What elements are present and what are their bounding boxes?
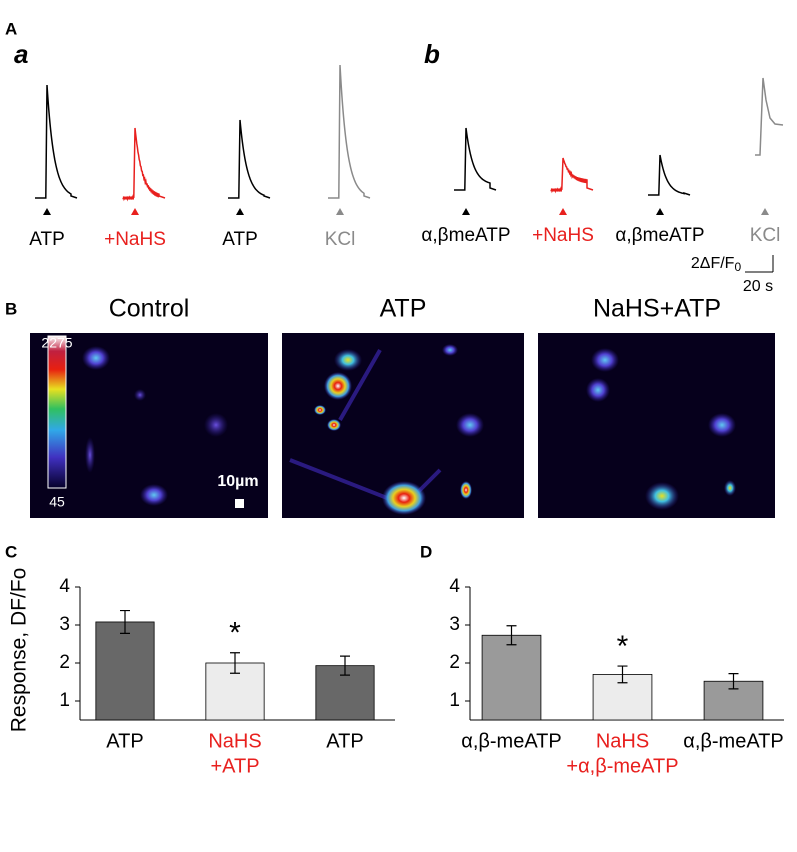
error-bar bbox=[340, 655, 350, 676]
subpanel-label: a bbox=[14, 39, 28, 69]
traces: ATP +NaHS ATP KCl α,βmeATP +NaHS α,βmeATP KCl bbox=[29, 64, 784, 250]
scale-label: 10µm bbox=[217, 473, 258, 490]
trace bbox=[122, 127, 166, 202]
bar bbox=[592, 674, 653, 721]
scale-label: 20 s bbox=[743, 278, 773, 295]
bar bbox=[95, 621, 155, 721]
trace bbox=[755, 77, 784, 156]
error-bar bbox=[120, 609, 130, 634]
error-bar bbox=[506, 625, 517, 646]
trace bbox=[328, 64, 371, 199]
scale-bar bbox=[235, 499, 244, 508]
stimulus-marker bbox=[559, 208, 567, 215]
stimulus-marker bbox=[761, 208, 769, 215]
trace-label: ATP bbox=[222, 229, 258, 250]
charts: C Response, DF/Fo 1 2 3 4 ATP * NaHS +ATP ATP D 1 2 3 4… bbox=[5, 542, 784, 777]
stimulus-marker bbox=[131, 208, 139, 215]
trace-label: KCl bbox=[750, 225, 781, 246]
y-tick-label: 3 bbox=[59, 614, 70, 635]
x-tick-label: α,β-meATP bbox=[683, 730, 783, 752]
x-tick-label: +ATP bbox=[210, 755, 259, 777]
trace-label: α,βmeATP bbox=[615, 225, 704, 246]
image-title: ATP bbox=[380, 295, 427, 323]
image-control bbox=[30, 333, 268, 518]
bar bbox=[481, 634, 542, 721]
colorbar-tick: 2275 bbox=[41, 335, 72, 351]
subpanel-label: b bbox=[424, 39, 440, 69]
y-tick-label: 1 bbox=[59, 690, 70, 711]
stimulus-marker bbox=[236, 208, 244, 215]
image-nahs-atp bbox=[538, 333, 775, 518]
trace bbox=[228, 119, 271, 199]
stimulus-marker bbox=[336, 208, 344, 215]
trace-label: KCl bbox=[325, 229, 356, 250]
colorbar-tick: 45 bbox=[49, 494, 65, 510]
image-atp bbox=[282, 333, 524, 518]
colorbar bbox=[47, 335, 67, 489]
y-tick-label: 4 bbox=[449, 576, 460, 597]
x-tick-label: NaHS bbox=[208, 730, 261, 752]
error-bar bbox=[617, 665, 628, 684]
y-tick-label: 3 bbox=[449, 614, 460, 635]
trace bbox=[648, 154, 691, 196]
panel-label: A bbox=[5, 19, 17, 38]
significance-marker: * bbox=[617, 630, 629, 663]
x-tick-label: α,β-meATP bbox=[461, 730, 561, 752]
scale-label: 2ΔF/F bbox=[691, 255, 735, 272]
trace-label: ATP bbox=[29, 229, 65, 250]
trace-label: α,βmeATP bbox=[421, 225, 510, 246]
trace bbox=[35, 84, 78, 199]
y-tick-label: 2 bbox=[59, 652, 70, 673]
x-tick-label: NaHS bbox=[596, 730, 649, 752]
image-title: NaHS+ATP bbox=[593, 295, 721, 323]
y-tick-label: 4 bbox=[59, 576, 70, 597]
image-title: Control bbox=[109, 295, 190, 323]
stimulus-marker bbox=[462, 208, 470, 215]
stimulus-marker bbox=[43, 208, 51, 215]
x-tick-label: ATP bbox=[326, 730, 363, 752]
panel-label: B bbox=[5, 299, 17, 318]
scale-label: 2ΔF/F0 bbox=[691, 255, 742, 274]
panel-label: D bbox=[420, 542, 432, 561]
y-tick-label: 1 bbox=[449, 690, 460, 711]
scale-label: 0 bbox=[734, 260, 741, 274]
trace-label: +NaHS bbox=[532, 225, 594, 246]
y-tick-label: 2 bbox=[449, 652, 460, 673]
stimulus-marker bbox=[656, 208, 664, 215]
trace bbox=[550, 157, 594, 194]
error-bar bbox=[728, 673, 739, 690]
panel-label: C bbox=[5, 542, 17, 561]
y-axis-label: Response, DF/Fo bbox=[8, 568, 31, 733]
x-tick-label: ATP bbox=[106, 730, 143, 752]
significance-marker: * bbox=[229, 617, 241, 650]
trace bbox=[454, 127, 497, 191]
trace-label: +NaHS bbox=[104, 229, 166, 250]
x-tick-label: +α,β-meATP bbox=[566, 755, 678, 777]
error-bar bbox=[230, 652, 240, 674]
